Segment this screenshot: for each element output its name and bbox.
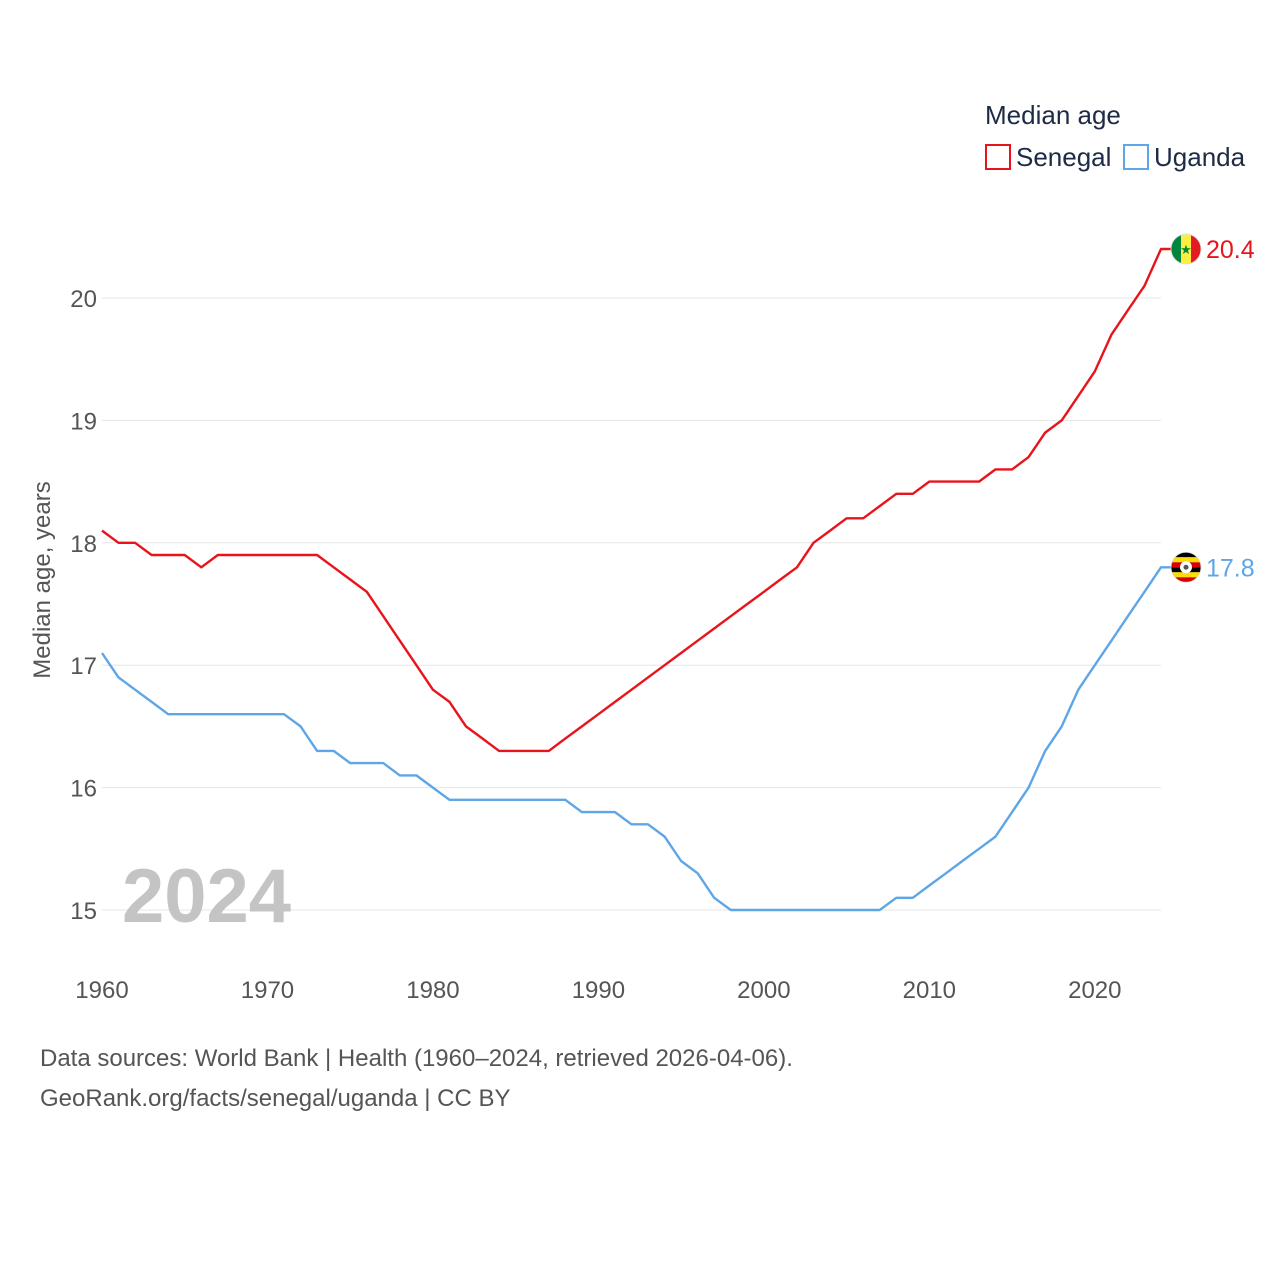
y-tick-label: 19 <box>70 408 97 435</box>
source-note: Data sources: World Bank | Health (1960–… <box>40 1045 793 1072</box>
legend-label-senegal: Senegal <box>1016 142 1111 172</box>
series-end-markers: ★ 20.4 17.8 <box>1170 233 1255 583</box>
y-tick-label: 17 <box>70 653 97 680</box>
end-value-label-senegal: 20.4 <box>1206 236 1255 264</box>
senegal-flag-icon: ★ <box>1170 233 1202 265</box>
x-axis-ticks: 1960 1970 1980 1990 2000 2010 2020 <box>75 977 1121 1004</box>
source-link[interactable]: GeoRank.org/facts/senegal/uganda | CC BY <box>40 1085 511 1112</box>
legend-item-uganda[interactable]: Uganda <box>1123 142 1246 172</box>
x-tick-label: 1970 <box>241 977 294 1004</box>
legend-swatch-uganda <box>1123 144 1149 170</box>
x-tick-label: 2020 <box>1068 977 1121 1004</box>
y-tick-label: 16 <box>70 776 97 803</box>
y-tick-label: 18 <box>70 531 97 558</box>
end-value-label-uganda: 17.8 <box>1206 554 1255 582</box>
legend[interactable]: Median age Senegal Uganda <box>985 100 1246 172</box>
x-tick-label: 1980 <box>406 977 459 1004</box>
legend-swatch-senegal <box>985 144 1011 170</box>
x-tick-label: 2010 <box>903 977 956 1004</box>
uganda-flag-icon <box>1170 551 1202 583</box>
median-age-chart: 15 16 17 18 19 20 1960 1970 1980 1990 2000 2010 202… <box>29 100 1255 1004</box>
y-axis-title: Median age, years <box>29 481 56 678</box>
gridlines <box>102 297 1161 911</box>
y-axis-ticks: 15 16 17 18 19 20 <box>70 286 97 925</box>
x-tick-label: 2000 <box>737 977 790 1004</box>
legend-title: Median age <box>985 100 1121 130</box>
year-label: 2024 <box>122 854 291 939</box>
x-tick-label: 1960 <box>75 977 128 1004</box>
y-tick-label: 15 <box>70 898 97 925</box>
legend-item-senegal[interactable]: Senegal <box>985 142 1111 172</box>
series-line-senegal[interactable] <box>101 247 1173 753</box>
series-lines <box>101 247 1173 912</box>
legend-label-uganda: Uganda <box>1154 142 1246 172</box>
svg-text:★: ★ <box>1180 242 1192 257</box>
y-tick-label: 20 <box>70 286 97 313</box>
series-line-uganda[interactable] <box>101 566 1173 912</box>
x-tick-label: 1990 <box>572 977 625 1004</box>
